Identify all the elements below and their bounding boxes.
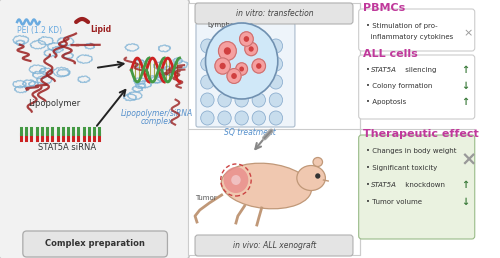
FancyBboxPatch shape [0, 0, 190, 258]
Text: •: • [366, 67, 372, 73]
Text: ↑: ↑ [461, 180, 469, 190]
Text: ALL cells: ALL cells [364, 49, 418, 59]
Circle shape [215, 58, 230, 74]
Text: • Changes in body weight: • Changes in body weight [366, 148, 457, 154]
FancyBboxPatch shape [358, 135, 474, 239]
Ellipse shape [313, 157, 322, 166]
Text: •: • [366, 182, 372, 188]
Text: • Colony formation: • Colony formation [366, 83, 432, 89]
Text: SQ treatment: SQ treatment [224, 128, 276, 138]
Circle shape [240, 32, 254, 46]
Ellipse shape [297, 165, 326, 190]
Circle shape [240, 67, 244, 71]
Circle shape [252, 111, 266, 125]
Circle shape [224, 47, 231, 55]
Circle shape [231, 73, 237, 79]
Circle shape [235, 93, 248, 107]
FancyBboxPatch shape [358, 55, 474, 119]
Text: • Stimulation of pro-: • Stimulation of pro- [366, 23, 438, 29]
Circle shape [224, 167, 248, 193]
Circle shape [235, 39, 248, 53]
Circle shape [200, 75, 214, 89]
Text: ↑: ↑ [461, 65, 469, 75]
Circle shape [252, 57, 266, 71]
Text: • Tumor volume: • Tumor volume [366, 199, 422, 205]
Circle shape [200, 111, 214, 125]
Text: Complex preparation: Complex preparation [45, 239, 145, 248]
Text: ↓: ↓ [461, 197, 469, 207]
Circle shape [269, 75, 282, 89]
Circle shape [218, 75, 231, 89]
Text: silencing: silencing [404, 67, 437, 73]
Circle shape [218, 57, 231, 71]
Text: PEI (1.2 KD): PEI (1.2 KD) [18, 26, 62, 35]
Circle shape [269, 93, 282, 107]
Text: knockdown: knockdown [404, 182, 446, 188]
Circle shape [252, 59, 266, 73]
Circle shape [218, 39, 231, 53]
Circle shape [269, 111, 282, 125]
Circle shape [252, 75, 266, 89]
Text: ×: × [464, 28, 473, 38]
Text: in vitro: transfection: in vitro: transfection [236, 10, 314, 19]
Text: ↓: ↓ [461, 81, 469, 91]
Text: Lymphocytes: Lymphocytes [208, 22, 254, 28]
FancyBboxPatch shape [195, 235, 353, 256]
Circle shape [235, 75, 248, 89]
Circle shape [206, 23, 278, 99]
Ellipse shape [222, 163, 312, 209]
FancyBboxPatch shape [23, 231, 168, 257]
Circle shape [231, 175, 240, 185]
Circle shape [252, 93, 266, 107]
Text: inflammatory cytokines: inflammatory cytokines [366, 34, 454, 40]
Text: PBMCs: PBMCs [364, 3, 406, 13]
FancyBboxPatch shape [196, 23, 295, 127]
Text: ×: × [461, 150, 477, 170]
Circle shape [200, 93, 214, 107]
Text: ↑: ↑ [461, 97, 469, 107]
Circle shape [252, 39, 266, 53]
FancyBboxPatch shape [358, 9, 474, 51]
Circle shape [256, 63, 262, 69]
Text: • Apoptosis: • Apoptosis [366, 99, 406, 105]
Text: STAT5A: STAT5A [371, 182, 397, 188]
Circle shape [227, 69, 241, 83]
Text: • Significant toxicity: • Significant toxicity [366, 165, 438, 171]
Circle shape [200, 57, 214, 71]
Circle shape [235, 111, 248, 125]
Text: STAT5A siRNA: STAT5A siRNA [38, 143, 96, 152]
Circle shape [218, 111, 231, 125]
Circle shape [236, 63, 248, 75]
Text: Therapeutic effect: Therapeutic effect [364, 129, 479, 139]
Circle shape [235, 57, 248, 71]
Text: in vivo: ALL xenograft: in vivo: ALL xenograft [234, 241, 316, 251]
FancyBboxPatch shape [188, 3, 360, 255]
FancyBboxPatch shape [195, 3, 353, 24]
Circle shape [218, 93, 231, 107]
Circle shape [200, 39, 214, 53]
Circle shape [269, 57, 282, 71]
Text: Lipid: Lipid [90, 26, 112, 35]
Circle shape [218, 42, 236, 60]
Circle shape [248, 46, 254, 52]
Text: Tumor: Tumor [196, 195, 217, 201]
Circle shape [220, 63, 226, 69]
Circle shape [316, 174, 320, 178]
Text: Lipopolymer: Lipopolymer [28, 99, 80, 108]
Circle shape [245, 42, 258, 56]
Circle shape [269, 39, 282, 53]
Text: complex: complex [140, 117, 173, 125]
Text: STAT5A: STAT5A [371, 67, 397, 73]
Circle shape [244, 36, 249, 42]
Text: Lipopolymer/siRNA: Lipopolymer/siRNA [121, 109, 193, 117]
